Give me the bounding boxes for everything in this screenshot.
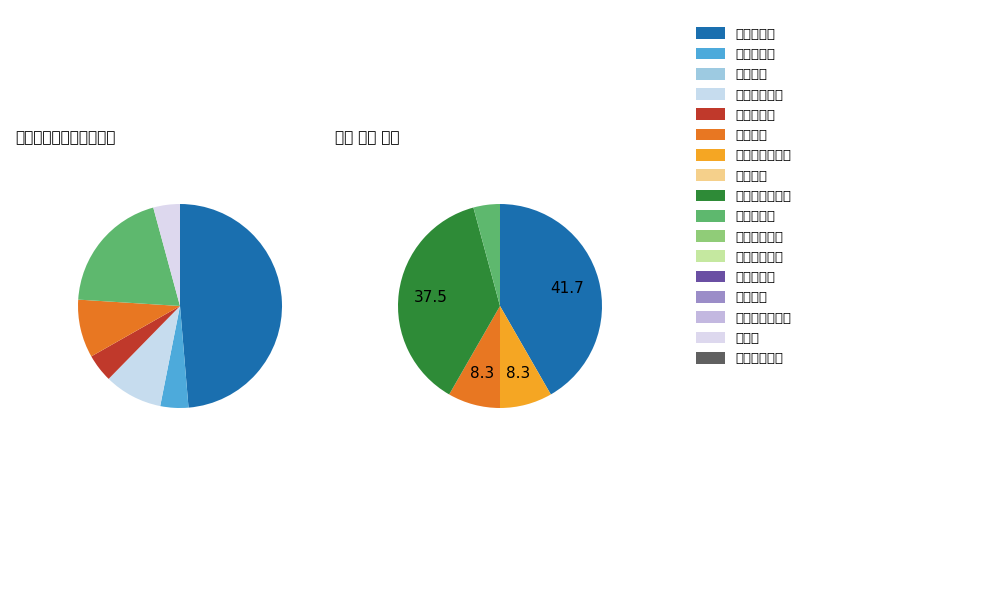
- Wedge shape: [91, 306, 180, 379]
- Wedge shape: [180, 204, 282, 407]
- Wedge shape: [109, 306, 180, 406]
- Wedge shape: [500, 204, 602, 394]
- Wedge shape: [449, 306, 500, 408]
- Wedge shape: [473, 204, 500, 306]
- Text: パ・リーグ全プレイヤー: パ・リーグ全プレイヤー: [15, 130, 115, 145]
- Text: 8.3: 8.3: [470, 365, 494, 380]
- Wedge shape: [160, 306, 189, 408]
- Wedge shape: [398, 208, 500, 394]
- Text: 37.5: 37.5: [414, 290, 448, 305]
- Text: 8.3: 8.3: [506, 365, 530, 380]
- Text: 41.7: 41.7: [550, 281, 584, 296]
- Wedge shape: [78, 208, 180, 306]
- Wedge shape: [153, 204, 180, 306]
- Wedge shape: [78, 299, 180, 356]
- Text: 細川 凸平 選手: 細川 凸平 選手: [335, 130, 400, 145]
- Wedge shape: [500, 306, 551, 408]
- Legend: ストレート, ツーシーム, シュート, カットボール, スプリット, フォーク, チェンジアップ, シンカー, 高速スライダー, スライダー, 縦スライダー, : ストレート, ツーシーム, シュート, カットボール, スプリット, フォーク,…: [693, 25, 794, 368]
